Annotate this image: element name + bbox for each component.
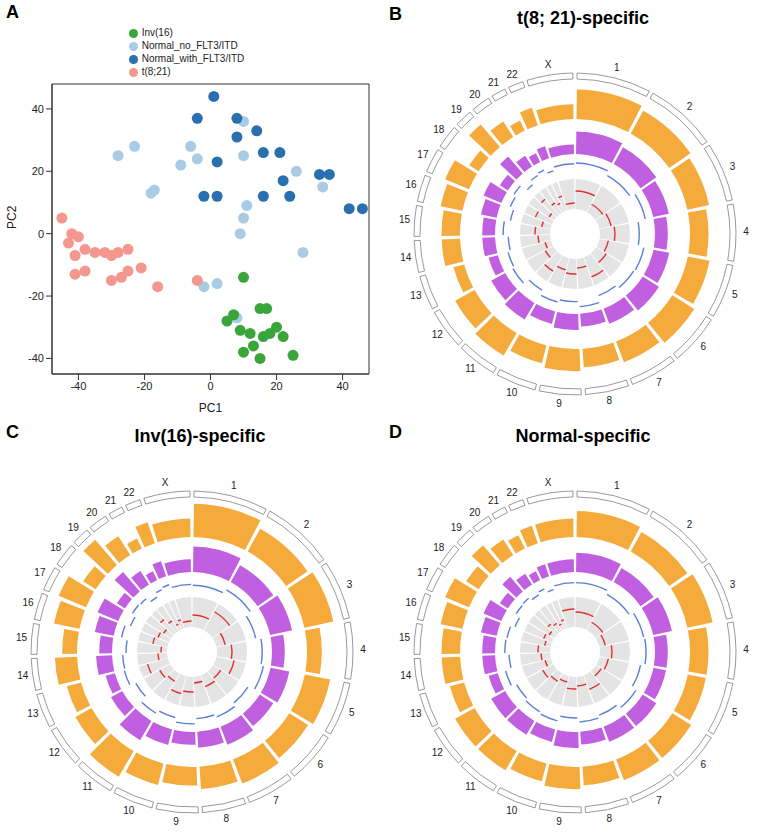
svg-text:t(8; 21)-specific: t(8; 21)-specific xyxy=(517,8,649,28)
svg-text:9: 9 xyxy=(173,816,179,827)
svg-text:11: 11 xyxy=(465,781,476,792)
svg-text:14: 14 xyxy=(400,252,412,263)
svg-text:0: 0 xyxy=(207,380,213,392)
svg-text:21: 21 xyxy=(488,495,500,506)
svg-text:9: 9 xyxy=(556,398,562,409)
svg-text:20: 20 xyxy=(86,507,98,518)
svg-text:18: 18 xyxy=(433,124,445,135)
svg-text:-20: -20 xyxy=(137,380,153,392)
svg-text:16: 16 xyxy=(23,597,35,608)
svg-text:C: C xyxy=(6,422,19,442)
svg-text:40: 40 xyxy=(336,380,348,392)
svg-text:-40: -40 xyxy=(70,380,86,392)
svg-text:6: 6 xyxy=(701,759,707,770)
svg-text:7: 7 xyxy=(656,377,662,388)
svg-text:18: 18 xyxy=(433,542,445,553)
svg-text:15: 15 xyxy=(16,632,28,643)
svg-text:X: X xyxy=(545,59,552,70)
svg-text:2: 2 xyxy=(304,519,310,530)
svg-text:17: 17 xyxy=(34,567,46,578)
svg-text:15: 15 xyxy=(399,632,411,643)
svg-text:17: 17 xyxy=(417,149,429,160)
svg-text:9: 9 xyxy=(556,816,562,827)
svg-text:X: X xyxy=(162,477,169,488)
html-text:A: A xyxy=(6,2,19,22)
html-text:Normal_with_FLT3/ITD: Normal_with_FLT3/ITD xyxy=(141,53,245,64)
svg-text:16: 16 xyxy=(406,597,418,608)
svg-text:3: 3 xyxy=(730,161,736,172)
svg-text:B: B xyxy=(389,4,402,24)
html-text:t(8;21): t(8;21) xyxy=(141,66,171,77)
svg-text:1: 1 xyxy=(614,62,620,73)
svg-text:1: 1 xyxy=(614,480,620,491)
svg-text:D: D xyxy=(389,422,402,442)
svg-text:19: 19 xyxy=(68,522,80,533)
svg-text:11: 11 xyxy=(82,781,93,792)
html-text:Normal_no_FLT3/ITD: Normal_no_FLT3/ITD xyxy=(141,40,238,51)
svg-text:0: 0 xyxy=(38,228,44,240)
svg-text:10: 10 xyxy=(506,387,518,398)
svg-text:6: 6 xyxy=(701,341,707,352)
svg-text:1: 1 xyxy=(231,480,237,491)
svg-text:4: 4 xyxy=(360,644,366,655)
svg-text:-40: -40 xyxy=(28,352,44,364)
svg-text:13: 13 xyxy=(410,708,422,719)
svg-text:7: 7 xyxy=(273,795,279,806)
svg-text:15: 15 xyxy=(399,214,411,225)
svg-text:10: 10 xyxy=(506,805,518,816)
svg-text:12: 12 xyxy=(432,747,444,758)
svg-text:5: 5 xyxy=(732,289,738,300)
svg-text:17: 17 xyxy=(417,567,429,578)
svg-text:2: 2 xyxy=(687,519,693,530)
svg-text:4: 4 xyxy=(743,644,749,655)
svg-text:20: 20 xyxy=(469,89,481,100)
svg-text:40: 40 xyxy=(32,103,44,115)
svg-text:Normal-specific: Normal-specific xyxy=(515,426,650,446)
svg-text:20: 20 xyxy=(270,380,282,392)
svg-text:18: 18 xyxy=(50,542,62,553)
svg-text:22: 22 xyxy=(123,487,135,498)
svg-text:3: 3 xyxy=(347,579,353,590)
svg-text:7: 7 xyxy=(656,795,662,806)
svg-text:PC2: PC2 xyxy=(5,205,19,229)
svg-text:22: 22 xyxy=(506,487,518,498)
svg-text:8: 8 xyxy=(224,813,230,824)
svg-text:12: 12 xyxy=(49,747,61,758)
svg-text:14: 14 xyxy=(400,670,412,681)
svg-text:3: 3 xyxy=(730,579,736,590)
svg-text:10: 10 xyxy=(123,805,135,816)
svg-text:5: 5 xyxy=(349,707,355,718)
svg-text:20: 20 xyxy=(32,165,44,177)
svg-text:6: 6 xyxy=(318,759,324,770)
svg-text:19: 19 xyxy=(451,522,463,533)
svg-text:PC1: PC1 xyxy=(199,401,223,415)
svg-text:21: 21 xyxy=(488,77,500,88)
svg-text:11: 11 xyxy=(465,363,476,374)
svg-text:Inv(16)-specific: Inv(16)-specific xyxy=(134,426,265,446)
svg-text:13: 13 xyxy=(27,708,39,719)
svg-text:4: 4 xyxy=(743,226,749,237)
svg-text:8: 8 xyxy=(607,813,613,824)
svg-text:2: 2 xyxy=(687,101,693,112)
html-text:Inv(16): Inv(16) xyxy=(141,27,173,38)
svg-text:12: 12 xyxy=(432,329,444,340)
svg-text:5: 5 xyxy=(732,707,738,718)
svg-text:20: 20 xyxy=(469,507,481,518)
svg-text:21: 21 xyxy=(105,495,117,506)
svg-text:22: 22 xyxy=(506,69,518,80)
svg-text:13: 13 xyxy=(410,290,422,301)
svg-text:16: 16 xyxy=(406,179,418,190)
svg-text:19: 19 xyxy=(451,104,463,115)
svg-text:-20: -20 xyxy=(28,290,44,302)
svg-text:14: 14 xyxy=(17,670,29,681)
svg-text:X: X xyxy=(545,477,552,488)
svg-text:8: 8 xyxy=(607,395,613,406)
